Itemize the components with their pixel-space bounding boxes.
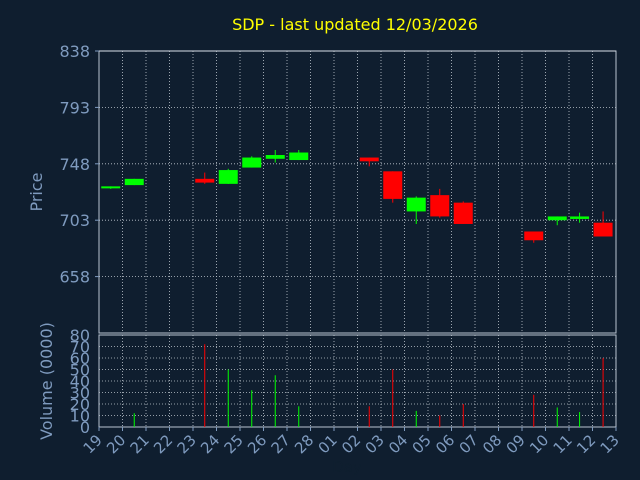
x-tick-label: 07 — [456, 431, 482, 457]
x-tick-label: 20 — [103, 431, 129, 457]
candle-body — [570, 216, 590, 219]
candle-body — [593, 222, 613, 237]
volume-tick-label: 20 — [70, 395, 90, 414]
volume-tick-label: 40 — [70, 372, 90, 391]
candle-body — [265, 155, 285, 159]
x-tick-label: 06 — [432, 431, 458, 457]
x-tick-label: 03 — [362, 431, 388, 457]
candle-body — [124, 178, 144, 186]
price-panel: 838 793 748 703 658 — [59, 42, 617, 334]
x-tick-label: 23 — [174, 431, 200, 457]
x-tick-label: 11 — [550, 431, 576, 457]
candle-body — [195, 178, 215, 183]
volume-tick-label: 60 — [70, 349, 90, 368]
x-tick-label: 09 — [503, 431, 529, 457]
x-tick-label: 01 — [315, 431, 341, 457]
x-axis-label: Day — [332, 458, 362, 476]
price-tick-label: 838 — [59, 42, 90, 61]
price-tick-label: 793 — [59, 98, 90, 117]
candle-body — [383, 171, 403, 199]
x-tick-label: 13 — [597, 431, 623, 457]
x-tick-label: 27 — [268, 431, 294, 457]
volume-axis-label: Volume (0000) — [37, 322, 56, 440]
x-tick-label: 28 — [291, 431, 317, 457]
volume-tick-label: 70 — [70, 338, 90, 357]
price-tick-label: 703 — [59, 211, 90, 230]
volume-tick-label: 30 — [70, 384, 90, 403]
candle-body — [524, 231, 544, 241]
x-tick-label: 25 — [221, 431, 247, 457]
candle-body — [242, 157, 262, 168]
volume-tick-label: 50 — [70, 361, 90, 380]
x-tick-label: 08 — [479, 431, 505, 457]
x-tick-label: 12 — [573, 431, 599, 457]
x-tick-label: 21 — [127, 431, 153, 457]
chart-title: SDP - last updated 12/03/2026 — [232, 15, 478, 34]
candle-body — [289, 152, 309, 161]
candle-body — [359, 157, 379, 162]
volume-tick-label: 0 — [80, 418, 90, 437]
x-tick-label: 02 — [338, 431, 364, 457]
x-tick-label: 26 — [244, 431, 270, 457]
x-tick-label: 04 — [385, 431, 411, 457]
x-tick-label: 10 — [526, 431, 552, 457]
x-tick-label: 05 — [409, 431, 435, 457]
x-tick-label: 24 — [197, 431, 223, 457]
candle-body — [406, 197, 426, 212]
price-tick-label: 748 — [59, 155, 90, 174]
candle-body — [101, 186, 121, 189]
volume-tick-label: 10 — [70, 407, 90, 426]
price-axis-label: Price — [27, 172, 46, 211]
price-tick-label: 658 — [59, 268, 90, 287]
candle-body — [430, 195, 450, 217]
x-tick-label: 22 — [150, 431, 176, 457]
candle-body — [547, 216, 567, 221]
x-tick-labels: 1920212223242526272801020304050607080910… — [80, 427, 623, 457]
candle-body — [218, 170, 238, 184]
volume-tick-label: 80 — [70, 326, 90, 345]
candle-body — [453, 202, 473, 224]
